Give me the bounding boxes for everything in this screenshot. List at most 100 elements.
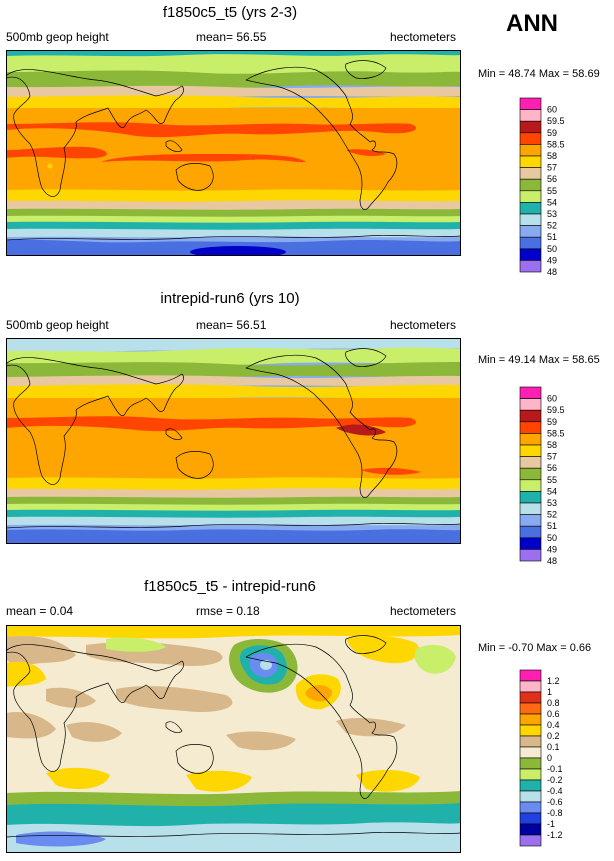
legend-level-label: 58.5: [547, 428, 565, 438]
legend-level-label: -0.2: [547, 775, 563, 785]
legend-color-box: [519, 109, 542, 122]
legend-level-label: 51: [547, 232, 557, 242]
p1-band-585-s1: [6, 146, 107, 159]
legend-color-box: [519, 421, 542, 434]
p1-band-n-54: [6, 54, 461, 75]
p1-band-s-54: [6, 215, 461, 224]
legend-level-label: 51: [547, 521, 557, 531]
p3-n-01a: [6, 636, 76, 665]
legend-color-box: [519, 132, 542, 145]
legend-level-label: 0.2: [547, 731, 560, 741]
p1-greenland: [345, 60, 387, 79]
panel1-title: f1850c5_t5 (yrs 2-3): [162, 4, 298, 21]
p2-band-n-52: [6, 338, 461, 353]
panel1-legend: 60 59.5 59 58.5 58 57 56 55 54 53 52 51 50 49 48: [518, 96, 608, 277]
legend-level-label: 52: [547, 510, 557, 520]
legend-level-label: -0.6: [547, 797, 563, 807]
p1-band-s-57: [6, 189, 461, 203]
panel3-legend-svg: 1.210.80.60.40.20.10-0.1-0.2-0.4-0.6-0.8…: [519, 669, 563, 847]
p2-band-s-52: [6, 516, 461, 526]
legend-color-box: [519, 514, 542, 527]
legend-level-label: -1.2: [547, 830, 563, 840]
p3-na-04: [305, 685, 332, 702]
p1-maritime: [165, 140, 183, 152]
p3-gl-02: [346, 635, 420, 664]
panel2-title: intrepid-run6 (yrs 10): [160, 290, 300, 307]
p3-s-02c: [356, 769, 420, 792]
legend-level-label: 54: [547, 486, 557, 496]
p1-australia: [175, 163, 214, 191]
p3-s-02a: [46, 767, 110, 790]
panel2-mean-label: mean= 56.51: [196, 318, 267, 332]
legend-color-box: [519, 479, 542, 492]
legend-level-label: 59: [547, 417, 557, 427]
legend-color-box: [519, 120, 542, 134]
p2-band-n-56: [6, 375, 461, 387]
legend-level-label: 57: [547, 163, 557, 173]
legend-color-box: [519, 213, 542, 226]
legend-level-label: 58: [547, 151, 557, 161]
p1-frame: [6, 50, 461, 256]
legend-level-label: 1.2: [547, 676, 560, 686]
legend-color-box: [519, 444, 542, 457]
legend-level-label: 48: [547, 556, 557, 566]
panel2-legend: 60 59.5 59 58.5 58 57 56 55 54 53 52 51 50 49 48: [518, 385, 608, 566]
legend-level-label: 48: [547, 267, 557, 277]
p2-band-s-50: [6, 529, 461, 544]
p3-atl-neg01: [414, 644, 456, 674]
legend-level-label: 60: [547, 394, 557, 404]
legend-level-label: 53: [547, 498, 557, 508]
legend-color-box: [519, 167, 542, 180]
legend-level-label: 55: [547, 475, 557, 485]
panel2-units-label: hectometers: [390, 318, 457, 332]
p3-io-01: [6, 711, 56, 739]
panel3-units-label: hectometers: [390, 604, 457, 618]
p3-n-02: [6, 625, 461, 639]
legend-color-box: [519, 144, 542, 157]
p1-band-585-s3: [346, 149, 386, 157]
legend-color-box: [519, 735, 542, 748]
legend-color-box: [519, 491, 542, 504]
legend-color-box: [519, 155, 542, 168]
p1-band-n-53: [6, 50, 461, 57]
p2-band-s-54: [6, 503, 461, 512]
p2-band-585-n: [6, 416, 417, 432]
p3-io-01b: [66, 722, 122, 742]
p2-band-s-56: [6, 488, 461, 499]
legend-level-label: 56: [547, 463, 557, 473]
legend-color-box: [519, 834, 542, 847]
panel3-rmse-label: rmse = 0.18: [196, 604, 260, 618]
legend-level-label: 0.6: [547, 709, 560, 719]
legend-color-box: [519, 260, 542, 273]
panel3-mean-label: mean = 0.04: [6, 604, 74, 618]
season-label: ANN: [506, 10, 558, 37]
p2-band-n-55: [6, 362, 461, 378]
legend-level-label: 57: [547, 452, 557, 462]
legend-level-label: 53: [547, 209, 557, 219]
legend-color-box: [519, 190, 542, 203]
p3-n-neg01: [106, 637, 166, 652]
p3-s-02b: [186, 770, 252, 792]
p2-band-585-s: [361, 467, 421, 475]
p1-band-585-n: [6, 122, 417, 138]
legend-level-label: -0.8: [547, 808, 563, 818]
legend-level-label: 0: [547, 753, 552, 763]
p3-pac-01: [226, 731, 296, 751]
legend-level-label: 0.8: [547, 698, 560, 708]
p1-americas: [245, 66, 398, 210]
p1-eurasia-africa: [6, 69, 184, 197]
p1-band-s-56: [6, 200, 461, 211]
legend-color-box: [519, 702, 542, 715]
p1-band-n-55: [6, 70, 461, 89]
legend-level-label: -1: [547, 819, 555, 829]
p2-band-n-57: [6, 384, 461, 399]
panel3-minmax: Min = -0.70 Max = 0.66: [478, 642, 592, 654]
p3-frame: [6, 625, 461, 853]
p1-coastlines: [6, 60, 461, 241]
p3-s-neg06: [16, 831, 106, 847]
p2-band-58: [6, 398, 461, 480]
panel3-title: f1850c5_t5 - intrepid-run6: [144, 578, 316, 595]
p3-as-01: [116, 686, 233, 713]
